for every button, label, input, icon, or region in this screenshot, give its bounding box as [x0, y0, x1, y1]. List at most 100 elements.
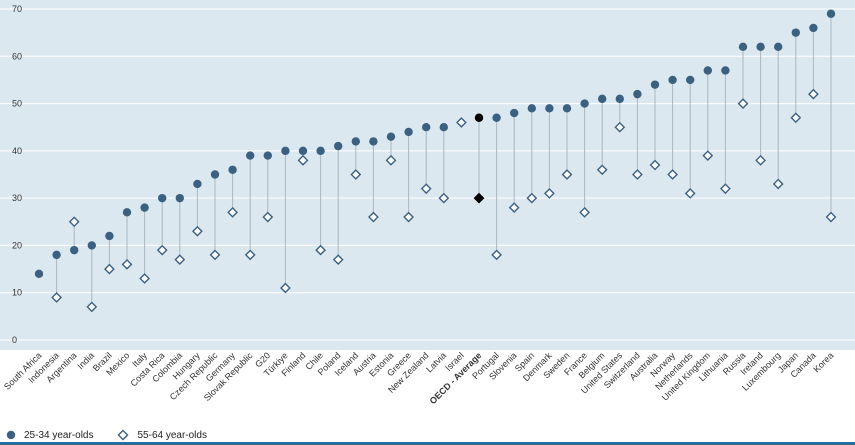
point-55-64	[420, 183, 432, 195]
y-tick-label: 70	[12, 4, 22, 14]
point-55-64	[684, 188, 696, 199]
point-55-64	[385, 154, 397, 166]
point-25-34	[386, 132, 396, 141]
circle-marker-icon	[6, 430, 16, 440]
point-55-64	[737, 98, 749, 109]
legend-label-25-34: 25-34 year-olds	[24, 429, 94, 441]
point-25-34	[246, 151, 255, 160]
y-tick-label: 10	[12, 288, 22, 298]
point-25-34	[122, 208, 132, 217]
point-55-64	[790, 112, 802, 124]
point-55-64	[280, 282, 291, 294]
point-25-34	[562, 104, 572, 113]
y-tick-label: 30	[12, 193, 22, 203]
point-25-34	[351, 137, 360, 146]
point-55-64	[596, 164, 608, 176]
point-25-34	[738, 42, 748, 52]
point-25-34	[756, 42, 765, 52]
point-25-34	[422, 123, 431, 132]
point-25-34	[527, 104, 536, 113]
y-tick-label: 20	[12, 240, 22, 250]
point-55-64	[68, 216, 80, 228]
point-25-34	[87, 241, 97, 250]
diamond-marker-icon	[117, 429, 129, 441]
point-55-64	[438, 192, 450, 204]
plot-background	[0, 0, 855, 350]
point-55-64	[825, 211, 837, 223]
point-55-64	[209, 249, 221, 261]
point-25-34	[598, 94, 607, 104]
point-25-34	[809, 23, 818, 33]
point-25-34	[34, 269, 44, 278]
point-55-64	[649, 159, 661, 171]
point-55-64	[227, 206, 238, 218]
point-55-64	[772, 178, 784, 190]
point-25-34	[721, 66, 730, 75]
point-55-64	[297, 154, 309, 166]
point-55-64	[544, 188, 555, 199]
point-55-64	[156, 244, 168, 256]
point-25-34	[281, 146, 290, 156]
point-55-64	[262, 211, 274, 223]
point-25-34	[404, 127, 413, 137]
point-55-64	[526, 192, 538, 204]
point-25-34	[105, 231, 114, 241]
point-55-64	[720, 183, 731, 195]
y-axis-ticks: 0 10 20 30 40 50 60 70	[12, 4, 22, 345]
point-25-34	[158, 193, 167, 203]
y-tick-label: 50	[12, 99, 22, 109]
point-55-64	[368, 211, 379, 223]
point-25-34	[510, 108, 519, 118]
point-55-64	[456, 117, 467, 128]
y-tick-label: 60	[12, 51, 22, 61]
point-25-34	[633, 89, 642, 99]
bottom-rule	[0, 442, 855, 445]
point-25-34	[175, 193, 184, 203]
legend: 25-34 year-olds 55-64 year-olds	[6, 428, 231, 442]
point-55-64	[244, 249, 256, 261]
point-25-34	[369, 137, 378, 146]
point-55-64	[508, 202, 520, 213]
y-tick-label: 0	[12, 335, 17, 345]
point-55-64	[350, 169, 362, 180]
point-55-64	[702, 150, 714, 161]
point-55-64	[121, 258, 133, 270]
point-25-34	[70, 245, 79, 255]
x-axis-labels: South AfricaIndonesiaArgentinaIndiaBrazi…	[2, 350, 835, 406]
y-tick-label: 40	[12, 146, 22, 156]
chart: 0 10 20 30 40 50 60 70 South AfricaIndonesiaArg…	[0, 0, 855, 406]
range-lines	[56, 13, 832, 307]
legend-label-55-64: 55-64 year-olds	[137, 429, 207, 441]
point-25-34	[650, 80, 660, 89]
point-55-64	[174, 254, 186, 266]
point-55-64	[808, 88, 819, 100]
point-25-34	[193, 179, 202, 189]
point-55-64	[315, 244, 326, 256]
point-25-34	[334, 141, 343, 151]
point-55-64	[561, 169, 573, 180]
point-25-34	[615, 94, 624, 104]
point-55-64	[755, 154, 766, 166]
data-marks	[34, 9, 837, 313]
x-tick-label: Latvia	[424, 350, 448, 374]
point-55-64	[491, 249, 502, 261]
point-55-64	[192, 225, 203, 237]
point-55-64	[403, 211, 414, 223]
point-55-64	[579, 206, 590, 218]
point-25-34	[774, 42, 783, 52]
point-55-64	[614, 121, 626, 133]
point-25-34	[228, 165, 237, 174]
point-55-64	[104, 263, 115, 275]
point-25-34	[826, 9, 836, 18]
point-25-34	[492, 113, 501, 122]
point-25-34	[298, 146, 308, 156]
point-55-64	[51, 292, 62, 303]
legend-item-55-64: 55-64 year-olds	[117, 429, 207, 441]
point-25-34	[316, 146, 325, 156]
point-25-34	[580, 99, 589, 108]
point-25-34	[263, 151, 272, 160]
legend-item-25-34: 25-34 year-olds	[6, 430, 93, 441]
point-25-34	[545, 104, 554, 113]
point-55-64	[332, 254, 344, 266]
point-25-34	[210, 170, 220, 179]
